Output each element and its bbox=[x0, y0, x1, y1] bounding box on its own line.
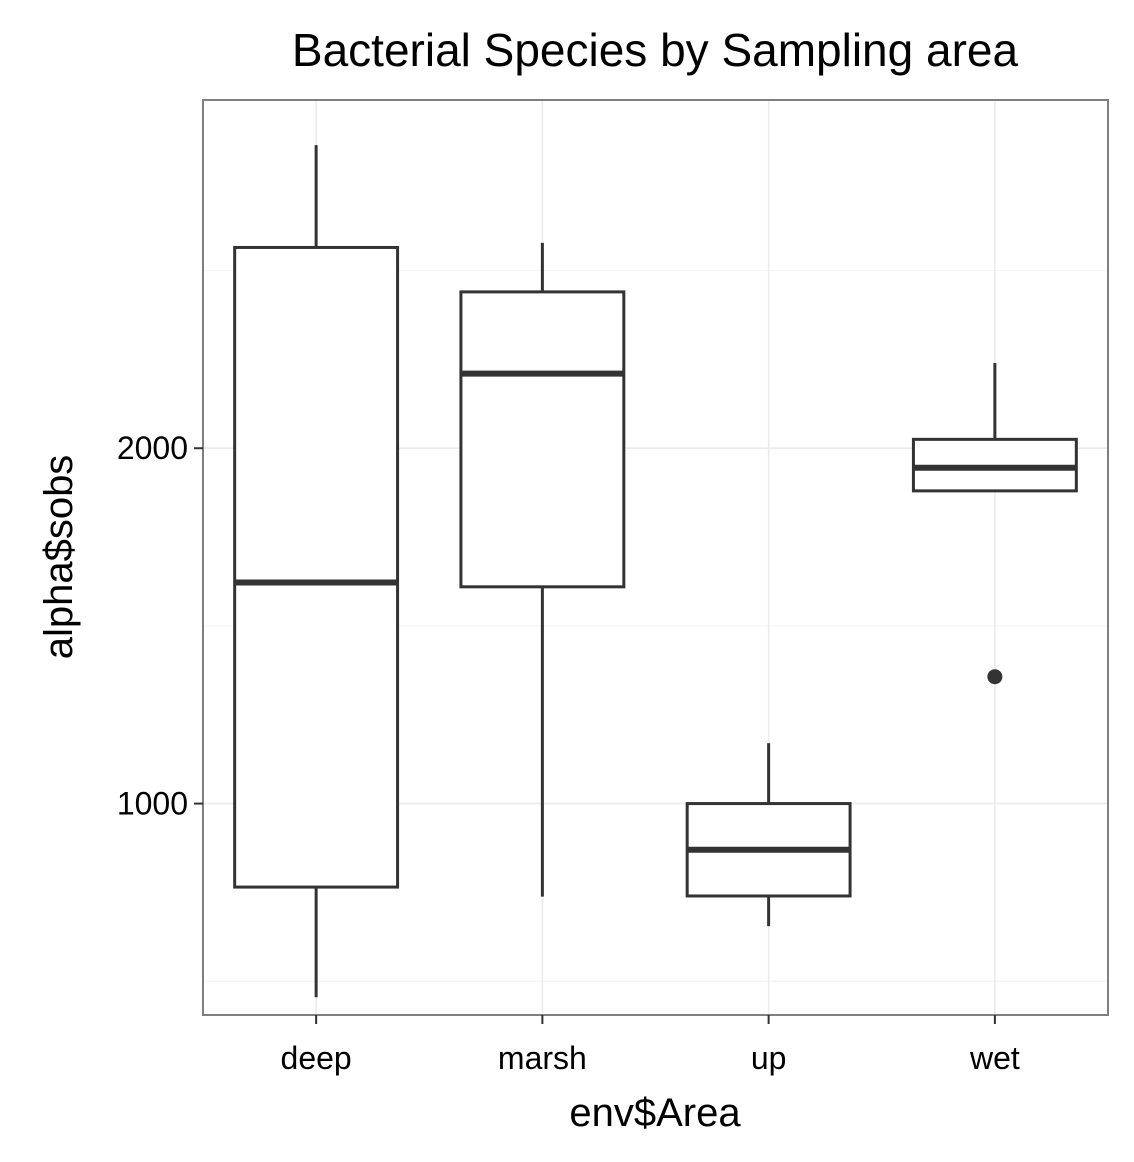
x-axis: deep marsh up wet bbox=[281, 1015, 1020, 1076]
x-tick-label: deep bbox=[281, 1040, 352, 1076]
y-tick-label: 2000 bbox=[117, 430, 188, 466]
box-deep bbox=[233, 145, 400, 998]
x-axis-title: env$Area bbox=[569, 1091, 741, 1135]
outlier-point bbox=[987, 669, 1003, 685]
y-tick-label: 1000 bbox=[117, 786, 188, 822]
boxes bbox=[233, 145, 1078, 998]
x-tick-label: marsh bbox=[498, 1040, 587, 1076]
box-body bbox=[233, 245, 400, 889]
y-axis-title: alpha$sobs bbox=[37, 455, 81, 660]
box-wet bbox=[911, 362, 1078, 685]
x-tick-label: wet bbox=[969, 1040, 1020, 1076]
box-up bbox=[685, 743, 852, 927]
plot-panel bbox=[202, 99, 1109, 1016]
chart-title: Bacterial Species by Sampling area bbox=[292, 24, 1019, 76]
box-marsh bbox=[459, 242, 626, 897]
y-axis: 1000 2000 bbox=[117, 430, 203, 822]
box-body bbox=[459, 290, 626, 589]
panel-border bbox=[202, 99, 1109, 1016]
x-tick-label: up bbox=[751, 1040, 787, 1076]
